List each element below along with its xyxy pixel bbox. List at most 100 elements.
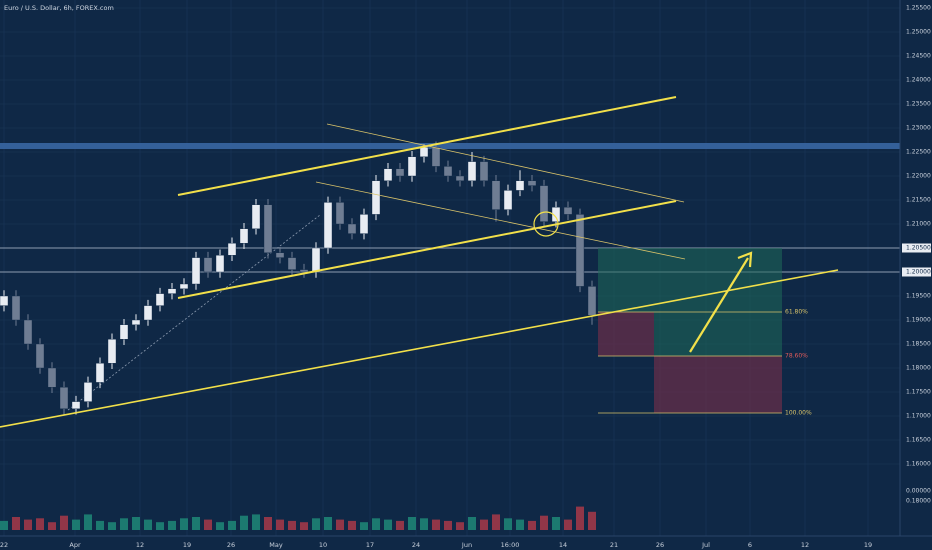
x-tick-label: 22 [0, 541, 8, 549]
volume-bar [24, 519, 32, 530]
y-tick-label: 1.17000 [906, 413, 931, 420]
x-tick-label: 10 [319, 541, 327, 549]
y-tick-label: 1.18500 [906, 341, 931, 348]
volume-bar [156, 522, 164, 530]
y-tick-label: 1.23000 [906, 125, 931, 132]
candle-body [179, 283, 189, 290]
candle-body [467, 161, 477, 182]
volume-bar [0, 520, 8, 530]
fib-label: 100.00% [785, 410, 812, 417]
volume-bar [324, 517, 332, 530]
candle-body [107, 339, 117, 364]
candle-body [299, 269, 309, 273]
candle-body [239, 228, 249, 244]
candle-body [251, 204, 261, 230]
fib-label: 78.60% [785, 353, 808, 360]
candle-body [539, 185, 549, 222]
x-tick-label: 17 [366, 541, 374, 549]
volume-axis-label: 0.18000 [906, 498, 931, 505]
candle-body [287, 257, 297, 270]
price-tag [902, 267, 931, 277]
volume-bar [276, 519, 284, 530]
candle-body [407, 156, 417, 177]
x-tick-label: 12 [801, 541, 809, 549]
volume-bar [372, 518, 380, 530]
y-tick-label: 1.21000 [906, 221, 931, 228]
volume-bar [408, 517, 416, 530]
candle-body [359, 214, 369, 234]
y-tick-label: 1.16000 [906, 461, 931, 468]
volume [0, 506, 596, 530]
candle-body [143, 305, 153, 321]
arrow-shaft [689, 257, 749, 353]
candle-body [23, 319, 33, 345]
candle-body [491, 180, 501, 210]
thin-trend [326, 123, 685, 203]
candle-body [455, 175, 465, 181]
volume-bar [576, 506, 584, 530]
volume-bar [264, 517, 272, 530]
price-tag-label: 1.20500 [906, 245, 931, 252]
candle-body [35, 343, 45, 369]
volume-bar [72, 519, 80, 530]
volume-bar [456, 522, 464, 530]
volume-bar [504, 518, 512, 530]
candle-body [311, 247, 321, 273]
y-tick-label: 1.23500 [906, 101, 931, 108]
y-tick-label: 1.21500 [906, 197, 931, 204]
volume-bar [168, 520, 176, 530]
y-tick-label: 1.19500 [906, 293, 931, 300]
volume-bar [384, 519, 392, 530]
candle-body [371, 180, 381, 215]
arrow-head [737, 251, 753, 268]
candle-body [347, 223, 357, 234]
candle-body [227, 242, 237, 256]
volume-bar [132, 517, 140, 530]
candle-body [575, 214, 585, 287]
candle-body [419, 146, 429, 157]
candle-body [323, 202, 333, 249]
candle-body [263, 204, 273, 254]
long-trend [0, 269, 839, 428]
candle-body [215, 254, 225, 273]
resistance-band [0, 143, 900, 149]
candle-body [131, 319, 141, 325]
volume-bar [468, 517, 476, 530]
candle-body [563, 206, 573, 215]
volume-bar [516, 519, 524, 530]
fib-label: 61.80% [785, 309, 808, 316]
volume-bar [60, 515, 68, 530]
chart-title: Euro / U.S. Dollar, 6h, FOREX.com [4, 4, 114, 12]
volume-bar [96, 520, 104, 530]
volume-bar [204, 519, 212, 530]
volume-bar [396, 520, 404, 530]
thin-trend [315, 181, 686, 260]
x-tick-label: 16:00 [501, 541, 520, 549]
volume-bar [240, 515, 248, 530]
y-tick-label: 1.25500 [906, 5, 931, 12]
volume-axis-label: 0.00000 [906, 488, 931, 495]
axes: 1.25500 1.25000 1.24500 1.24000 1.23500 1.230… [0, 5, 931, 549]
volume-bar [360, 522, 368, 530]
volume-bar [108, 522, 116, 530]
volume-bar [480, 519, 488, 530]
channel-bottom [177, 200, 677, 299]
candle-body [395, 168, 405, 177]
volume-bar [420, 518, 428, 530]
candle-body [167, 288, 177, 294]
candle-body [119, 324, 129, 340]
loss-zone [654, 356, 782, 413]
x-tick-label: 19 [183, 541, 191, 549]
y-tick-label: 1.16500 [906, 437, 931, 444]
candle-body [587, 286, 597, 316]
volume-bar [492, 514, 500, 530]
volume-bar [36, 518, 44, 530]
volume-bar [444, 520, 452, 530]
candle-body [479, 161, 489, 182]
x-tick-label: May [269, 541, 283, 549]
candle-body [95, 363, 105, 383]
volume-bar [288, 520, 296, 530]
x-tick-label: 14 [559, 541, 567, 549]
